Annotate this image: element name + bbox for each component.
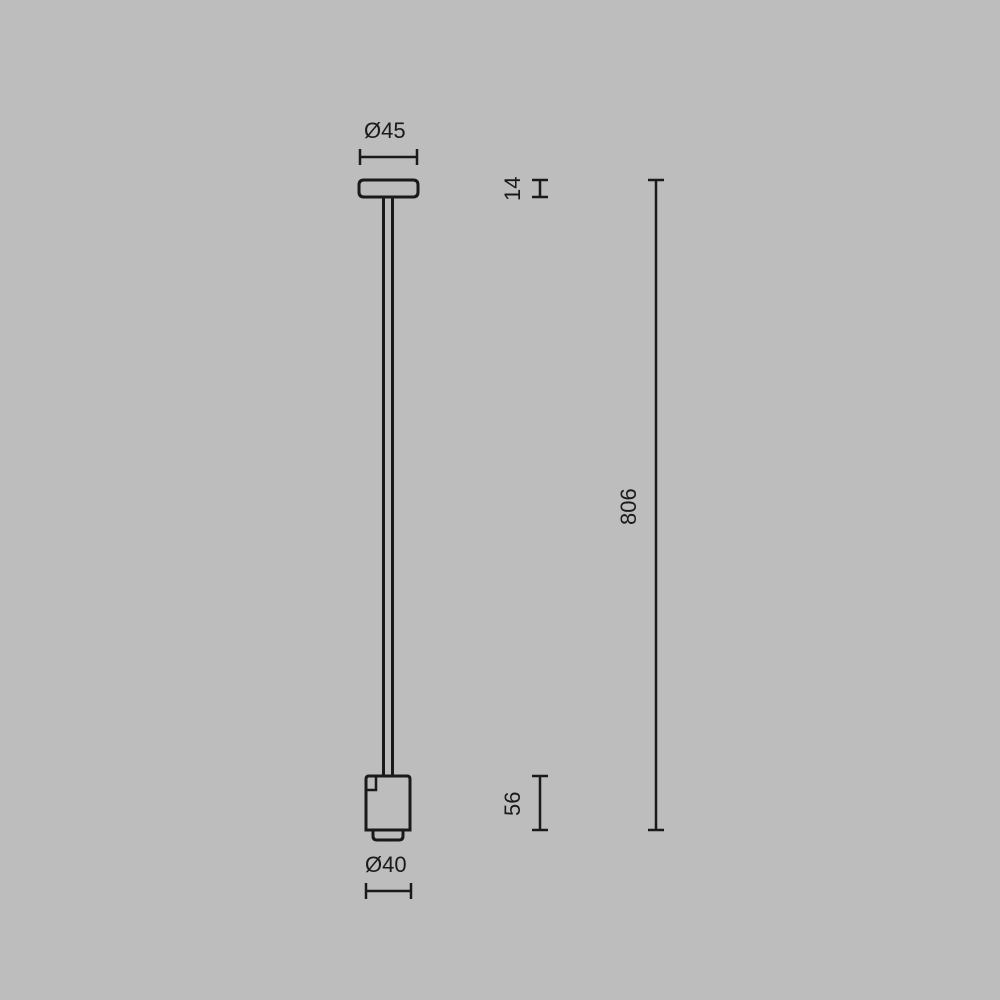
- part-pole: [384, 197, 393, 776]
- dim-cylinder-height: 56: [500, 792, 525, 816]
- dim-top-bracket: [360, 149, 417, 165]
- part-top-cap: [359, 180, 418, 197]
- dim-bottom-diameter: Ø40: [365, 852, 407, 877]
- dim-bottom-bracket: [366, 883, 411, 899]
- dim-top-diameter: Ø45: [364, 118, 406, 143]
- dim-cap-height-bracket: [532, 180, 548, 197]
- technical-drawing: Ø45 Ø40 14 56 806: [0, 0, 1000, 1000]
- dim-cylinder-height-bracket: [532, 776, 548, 830]
- dim-total-height: 806: [616, 488, 641, 525]
- part-bottom-cylinder: [366, 776, 410, 830]
- dim-total-height-bracket: [648, 180, 664, 830]
- dim-cap-height: 14: [500, 177, 525, 201]
- part-bottom-lip: [373, 830, 403, 840]
